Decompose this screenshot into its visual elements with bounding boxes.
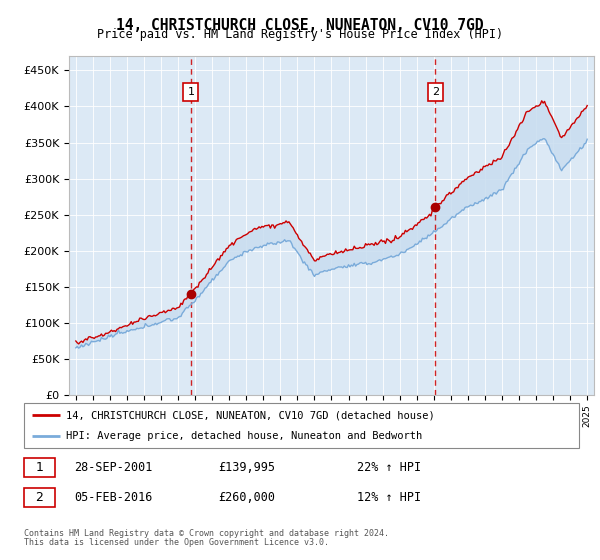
Text: £260,000: £260,000 [218,491,275,504]
Text: 28-SEP-2001: 28-SEP-2001 [74,461,152,474]
Text: This data is licensed under the Open Government Licence v3.0.: This data is licensed under the Open Gov… [24,539,329,548]
Text: 12% ↑ HPI: 12% ↑ HPI [357,491,421,504]
Text: 2: 2 [35,491,43,504]
Bar [24,488,55,507]
Text: 14, CHRISTCHURCH CLOSE, NUNEATON, CV10 7GD: 14, CHRISTCHURCH CLOSE, NUNEATON, CV10 7… [116,18,484,33]
Text: 22% ↑ HPI: 22% ↑ HPI [357,461,421,474]
Text: 1: 1 [187,87,194,97]
Text: 05-FEB-2016: 05-FEB-2016 [74,491,152,504]
Text: 1: 1 [35,461,43,474]
Text: Contains HM Land Registry data © Crown copyright and database right 2024.: Contains HM Land Registry data © Crown c… [24,530,389,539]
Text: 14, CHRISTCHURCH CLOSE, NUNEATON, CV10 7GD (detached house): 14, CHRISTCHURCH CLOSE, NUNEATON, CV10 7… [65,410,434,421]
Text: £139,995: £139,995 [218,461,275,474]
Text: HPI: Average price, detached house, Nuneaton and Bedworth: HPI: Average price, detached house, Nune… [65,431,422,441]
Bar [24,458,55,478]
Text: 2: 2 [432,87,439,97]
Text: Price paid vs. HM Land Registry's House Price Index (HPI): Price paid vs. HM Land Registry's House … [97,28,503,41]
